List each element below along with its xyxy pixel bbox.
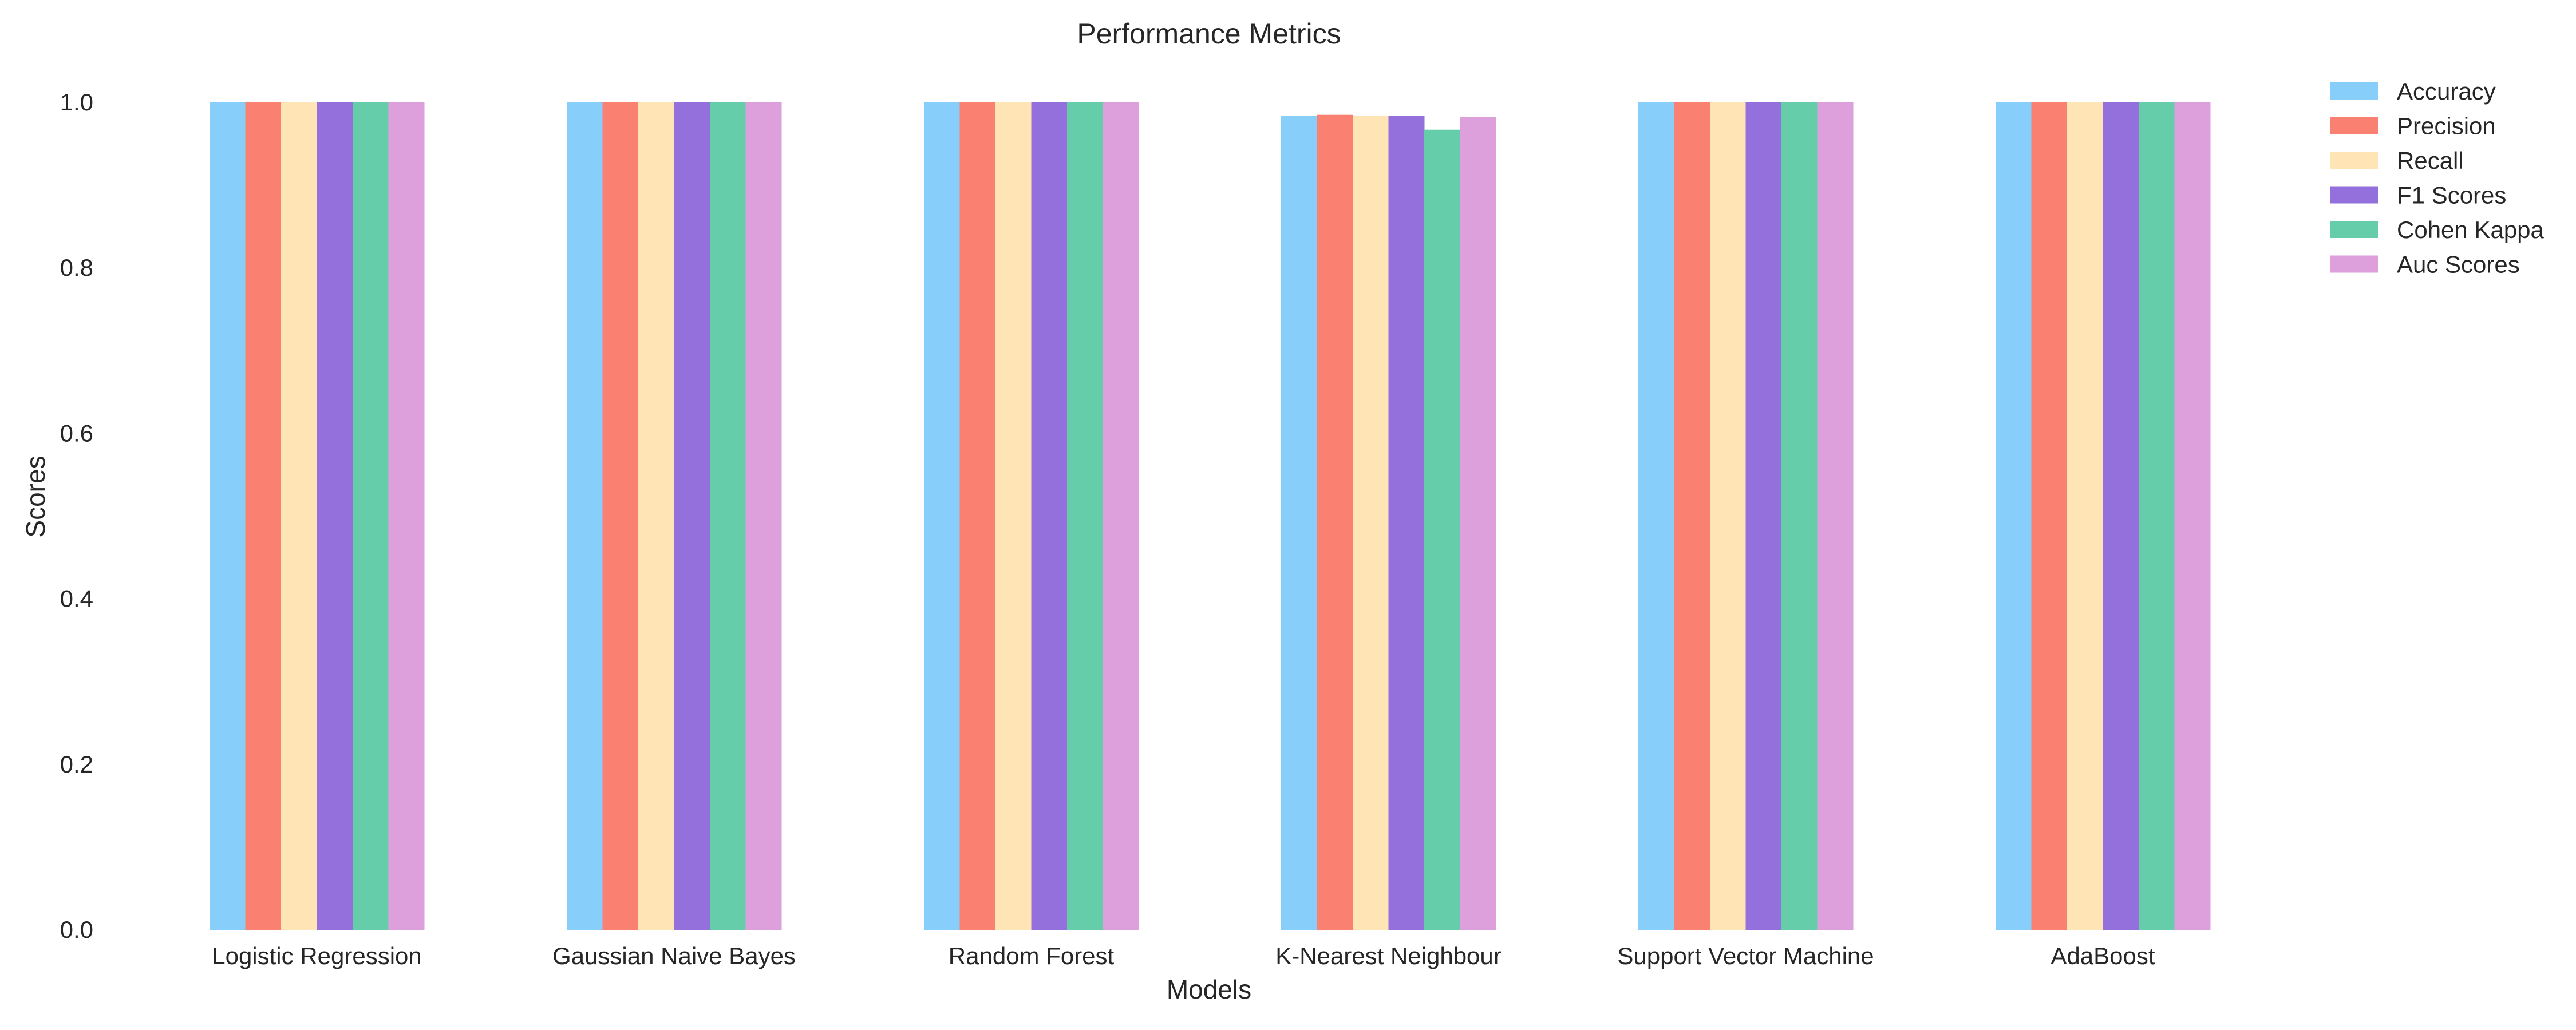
bar	[2174, 102, 2211, 930]
bar	[1388, 116, 1425, 930]
bar	[710, 102, 746, 930]
legend-swatch	[2330, 82, 2378, 100]
bar	[2103, 102, 2139, 930]
bar	[638, 102, 674, 930]
legend-item: Cohen Kappa	[2330, 216, 2545, 243]
y-tick-label: 0.0	[60, 916, 93, 943]
bar-group	[210, 102, 425, 930]
bar	[1460, 117, 1496, 930]
bar	[1710, 102, 1746, 930]
bar-group	[1638, 102, 1854, 930]
legend: Accuracy Precision Recall F1 Scores Cohen Ka…	[2330, 78, 2545, 278]
legend-swatch	[2330, 255, 2378, 273]
legend-label: Cohen Kappa	[2397, 216, 2545, 243]
y-axis-label: Scores	[21, 455, 50, 537]
legend-item: Recall	[2330, 147, 2464, 174]
x-tick-label: Random Forest	[949, 942, 1115, 969]
x-tick-label: K-Nearest Neighbour	[1275, 942, 1502, 969]
y-tick-label: 1.0	[60, 89, 93, 116]
bar	[1781, 102, 1818, 930]
legend-item: Precision	[2330, 113, 2496, 140]
bar	[2031, 102, 2068, 930]
bar	[567, 102, 603, 930]
bar	[1745, 102, 1782, 930]
chart-title: Performance Metrics	[1077, 18, 1341, 50]
bar-group	[924, 102, 1139, 930]
legend-item: F1 Scores	[2330, 182, 2506, 209]
x-axis-ticks: Logistic Regression Gaussian Naive Bayes R…	[212, 942, 2155, 969]
bar	[1996, 102, 2032, 930]
legend-label: Auc Scores	[2397, 251, 2520, 278]
bar	[388, 102, 425, 930]
bar	[674, 102, 710, 930]
y-axis-ticks: 0.0 0.2 0.4 0.6 0.8 1.0	[60, 89, 93, 943]
legend-item: Accuracy	[2330, 78, 2496, 105]
bars-group	[210, 102, 2211, 930]
legend-label: F1 Scores	[2397, 182, 2506, 209]
bar-group	[567, 102, 782, 930]
bar	[1317, 114, 1353, 930]
bar	[1281, 116, 1317, 930]
bar	[1424, 129, 1460, 930]
bar	[1674, 102, 1710, 930]
y-tick-label: 0.6	[60, 419, 93, 446]
bar	[1067, 102, 1103, 930]
bar	[959, 102, 996, 930]
y-tick-label: 0.8	[60, 254, 93, 281]
bar	[281, 102, 317, 930]
y-tick-label: 0.2	[60, 751, 93, 778]
bar	[2067, 102, 2103, 930]
bar	[1031, 102, 1068, 930]
bar	[602, 102, 639, 930]
legend-swatch	[2330, 152, 2378, 169]
legend-item: Auc Scores	[2330, 251, 2520, 278]
bar	[1638, 102, 1674, 930]
bar	[353, 102, 389, 930]
x-axis-label: Models	[1167, 974, 1251, 1004]
legend-label: Accuracy	[2397, 78, 2496, 105]
x-tick-label: Gaussian Naive Bayes	[552, 942, 796, 969]
bar	[1353, 116, 1389, 930]
x-tick-label: Support Vector Machine	[1617, 942, 1874, 969]
bar	[2139, 102, 2175, 930]
bar	[924, 102, 960, 930]
bar	[210, 102, 246, 930]
bar	[245, 102, 282, 930]
x-tick-label: AdaBoost	[2050, 942, 2155, 969]
y-tick-label: 0.4	[60, 585, 93, 612]
legend-label: Precision	[2397, 113, 2496, 140]
bar-group	[1281, 114, 1496, 930]
legend-swatch	[2330, 186, 2378, 204]
legend-swatch	[2330, 221, 2378, 238]
x-tick-label: Logistic Regression	[212, 942, 422, 969]
bar-group	[1996, 102, 2211, 930]
legend-label: Recall	[2397, 147, 2464, 174]
bar	[317, 102, 353, 930]
bar	[745, 102, 782, 930]
bar	[1103, 102, 1139, 930]
bar	[1817, 102, 1854, 930]
bar	[995, 102, 1032, 930]
legend-swatch	[2330, 117, 2378, 134]
